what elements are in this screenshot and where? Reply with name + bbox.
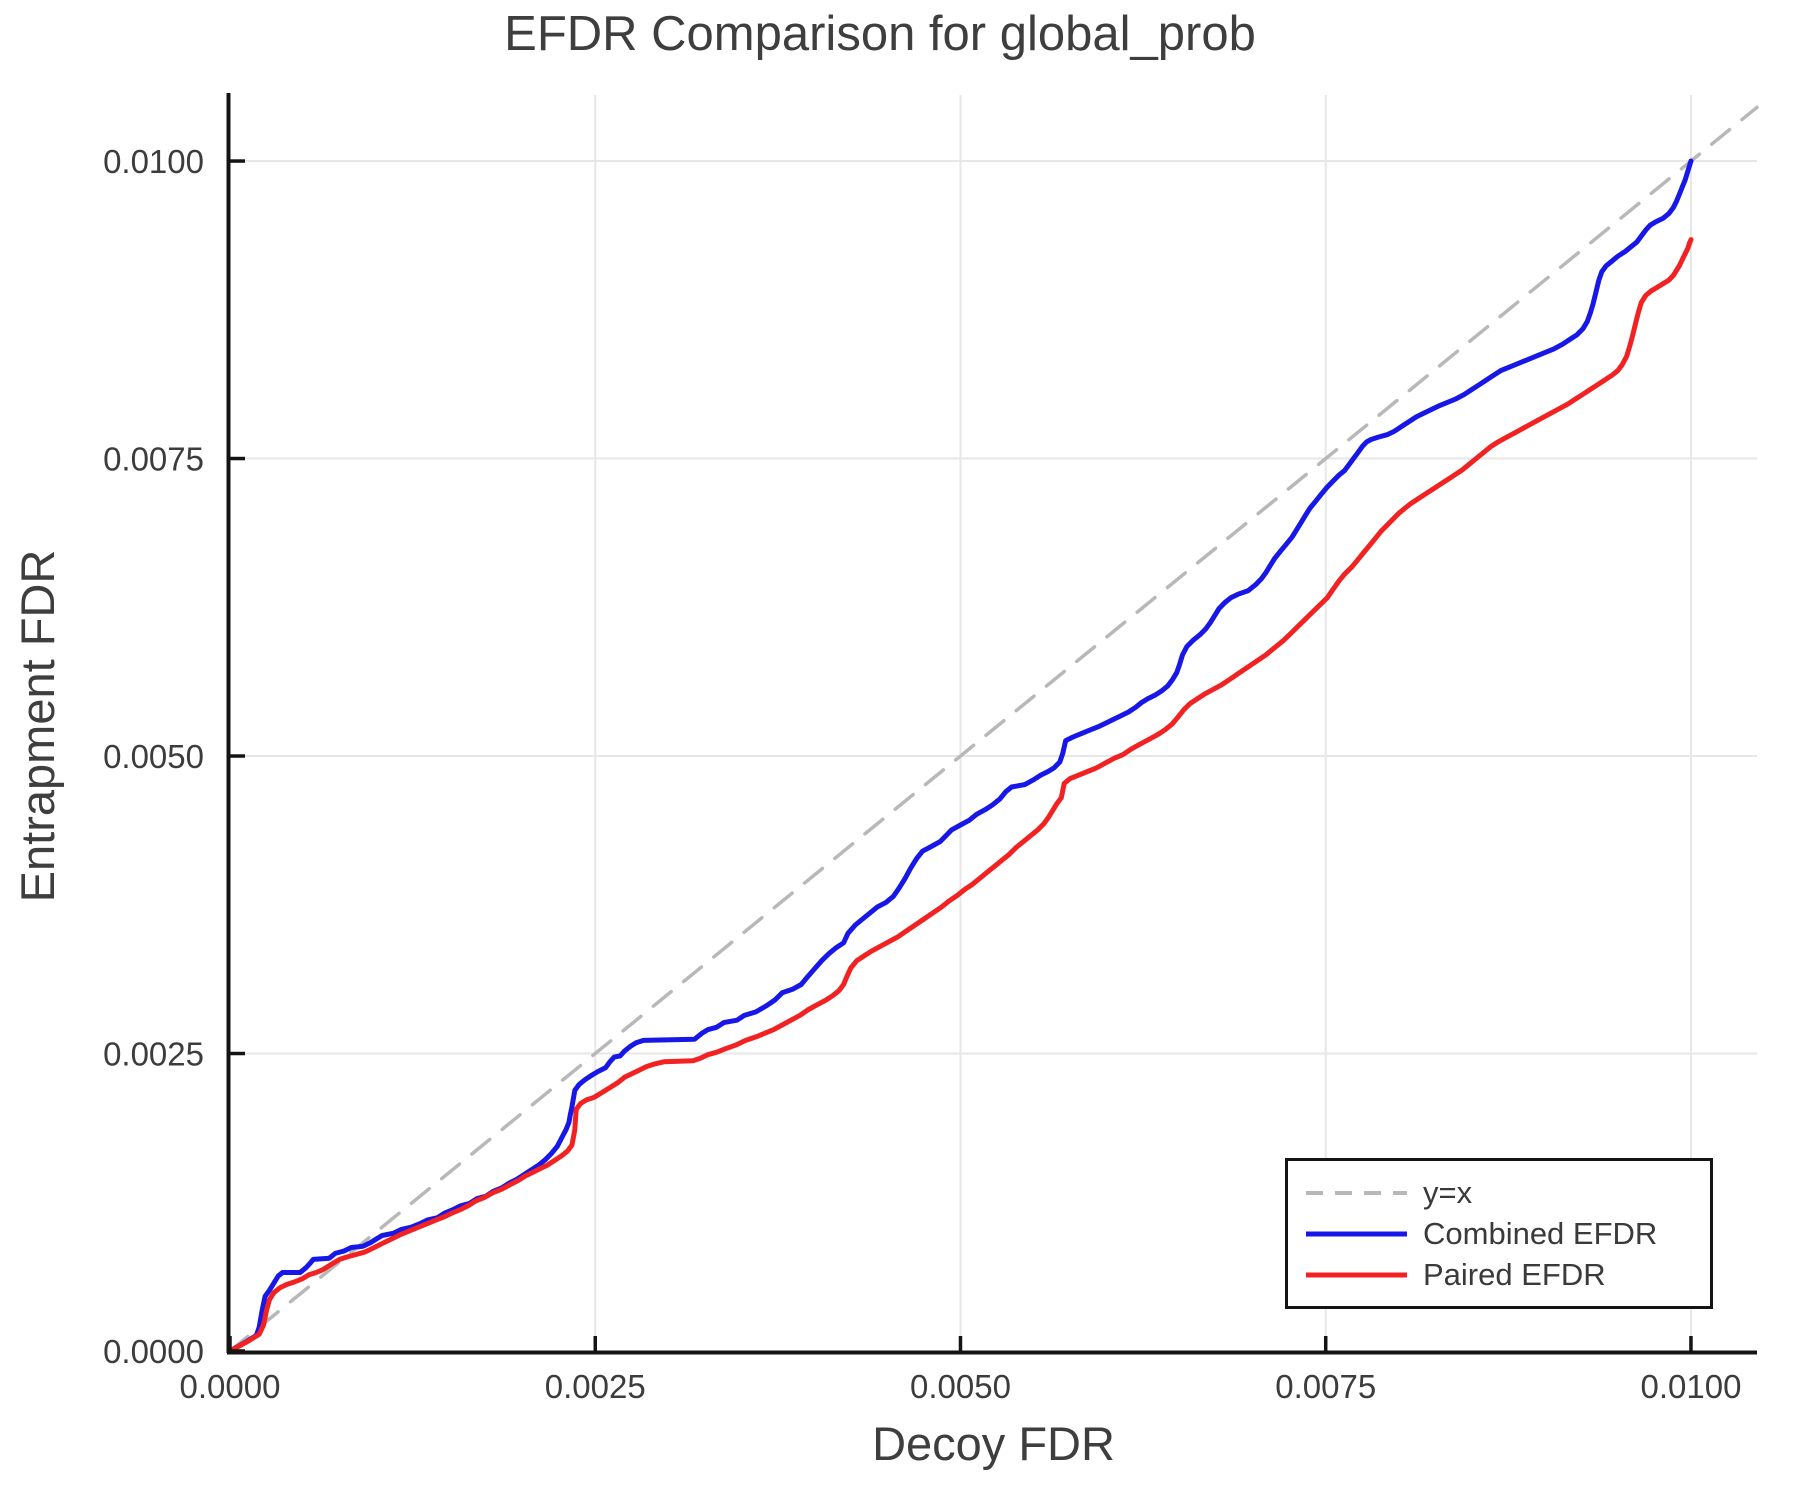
y-axis-title: Entrapment FDR: [11, 549, 64, 903]
x-tick-label: 0.0100: [1640, 1368, 1741, 1405]
y-tick-label: 0.0050: [103, 738, 204, 775]
chart-title: EFDR Comparison for global_prob: [504, 7, 1256, 61]
x-axis-title: Decoy FDR: [872, 1417, 1115, 1470]
legend-label-combined-efdr: Combined EFDR: [1423, 1216, 1658, 1251]
paired-efdr-line: [227, 237, 1694, 1354]
legend-item-paired-efdr: Paired EFDR: [1304, 1256, 1710, 1293]
legend-item-y-equals-x: y=x: [1304, 1174, 1710, 1211]
legend-label-paired-efdr: Paired EFDR: [1423, 1257, 1606, 1292]
x-tick-label: 0.0025: [545, 1368, 646, 1405]
solid-line-sample-icon: [1306, 1272, 1407, 1277]
x-tick-label: 0.0075: [1275, 1368, 1376, 1405]
legend: y=x Combined EFDR Paired EFDR: [1285, 1158, 1713, 1309]
x-tick-label: 0.0000: [180, 1368, 281, 1405]
y-tick-label: 0.0025: [103, 1036, 204, 1073]
dashed-line-sample-icon: [1306, 1190, 1407, 1195]
y-tick-label: 0.0100: [103, 143, 204, 180]
y-tick-label: 0.0000: [103, 1333, 204, 1370]
legend-label-y-equals-x: y=x: [1423, 1175, 1473, 1210]
legend-item-combined-efdr: Combined EFDR: [1304, 1215, 1710, 1252]
y-tick-label: 0.0075: [103, 441, 204, 478]
y-equals-x-reference-line: [228, 105, 1759, 1353]
solid-line-sample-icon: [1306, 1231, 1407, 1236]
x-tick-label: 0.0050: [910, 1368, 1011, 1405]
